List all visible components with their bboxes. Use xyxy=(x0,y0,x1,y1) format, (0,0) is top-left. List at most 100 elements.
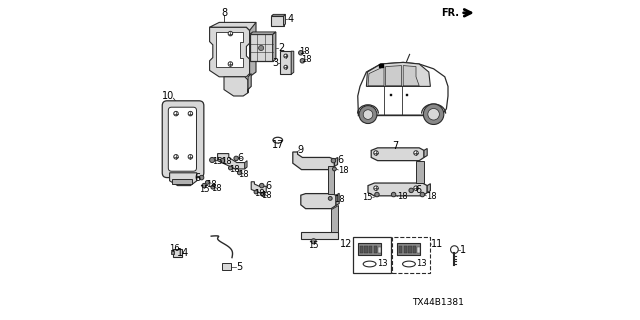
Text: 6: 6 xyxy=(195,172,201,183)
Circle shape xyxy=(374,186,378,190)
Polygon shape xyxy=(368,67,384,86)
Text: 13: 13 xyxy=(377,260,388,268)
Text: 9: 9 xyxy=(298,145,304,156)
Polygon shape xyxy=(428,184,430,193)
Bar xyxy=(378,247,381,253)
Bar xyxy=(399,246,402,253)
Circle shape xyxy=(311,239,316,244)
Bar xyxy=(380,64,383,67)
Polygon shape xyxy=(250,22,256,77)
Text: 18: 18 xyxy=(301,55,312,64)
Circle shape xyxy=(333,167,337,171)
Polygon shape xyxy=(292,152,334,170)
Polygon shape xyxy=(368,183,428,196)
Text: 18: 18 xyxy=(300,47,310,56)
Circle shape xyxy=(414,186,419,190)
Bar xyxy=(271,16,284,26)
Polygon shape xyxy=(332,205,338,232)
Circle shape xyxy=(359,106,377,124)
Circle shape xyxy=(261,193,265,196)
Text: 3: 3 xyxy=(272,58,278,68)
Bar xyxy=(417,247,420,253)
Bar xyxy=(374,246,378,253)
Text: 10: 10 xyxy=(162,91,174,101)
Circle shape xyxy=(300,59,305,63)
Text: 18: 18 xyxy=(397,192,408,201)
Polygon shape xyxy=(334,157,338,166)
Circle shape xyxy=(205,180,209,184)
Text: 18: 18 xyxy=(334,195,345,204)
Bar xyxy=(223,263,232,270)
Bar xyxy=(413,246,417,253)
Text: 6: 6 xyxy=(237,153,244,164)
Polygon shape xyxy=(358,62,448,115)
Circle shape xyxy=(237,171,241,175)
Text: TX44B1381: TX44B1381 xyxy=(412,298,465,307)
Circle shape xyxy=(260,183,264,188)
Circle shape xyxy=(202,183,206,188)
Circle shape xyxy=(374,151,378,155)
Polygon shape xyxy=(424,148,428,157)
Text: 13: 13 xyxy=(416,260,427,268)
Polygon shape xyxy=(301,232,338,239)
Circle shape xyxy=(424,104,444,124)
Polygon shape xyxy=(224,77,248,96)
FancyBboxPatch shape xyxy=(168,107,196,171)
Text: FR.: FR. xyxy=(442,8,460,18)
Polygon shape xyxy=(273,32,276,61)
Text: 18: 18 xyxy=(211,184,222,193)
Circle shape xyxy=(254,190,258,194)
Circle shape xyxy=(211,185,215,189)
Circle shape xyxy=(428,108,440,120)
Text: 18: 18 xyxy=(426,192,437,201)
Polygon shape xyxy=(328,166,334,194)
Polygon shape xyxy=(284,14,285,26)
Text: 18: 18 xyxy=(221,157,232,166)
Circle shape xyxy=(364,110,372,119)
Polygon shape xyxy=(245,161,247,169)
Polygon shape xyxy=(366,62,430,86)
Circle shape xyxy=(174,111,178,116)
Polygon shape xyxy=(385,66,402,86)
Ellipse shape xyxy=(403,261,415,267)
Text: 18: 18 xyxy=(262,191,272,200)
Text: 6: 6 xyxy=(415,185,421,195)
Text: 18: 18 xyxy=(206,180,216,188)
Bar xyxy=(172,251,174,254)
Bar xyxy=(406,94,408,96)
Text: 5: 5 xyxy=(236,262,243,272)
Text: 18: 18 xyxy=(229,165,239,174)
Polygon shape xyxy=(170,173,197,186)
Circle shape xyxy=(188,111,193,116)
Polygon shape xyxy=(371,148,424,161)
Text: 18: 18 xyxy=(238,170,248,179)
Polygon shape xyxy=(251,182,266,193)
Circle shape xyxy=(392,192,396,197)
Circle shape xyxy=(420,192,425,197)
Circle shape xyxy=(298,51,303,55)
Text: 6: 6 xyxy=(337,155,344,165)
Text: 15: 15 xyxy=(362,193,372,202)
Bar xyxy=(250,34,273,61)
Text: 2: 2 xyxy=(278,43,284,53)
Text: 14: 14 xyxy=(177,248,189,258)
Bar xyxy=(390,94,392,96)
Text: 17: 17 xyxy=(271,140,284,150)
Text: 6: 6 xyxy=(266,180,272,191)
Polygon shape xyxy=(210,27,250,77)
Circle shape xyxy=(451,246,458,253)
Text: 15: 15 xyxy=(308,241,319,250)
Bar xyxy=(360,246,363,253)
Polygon shape xyxy=(301,194,336,209)
Circle shape xyxy=(210,157,215,163)
Polygon shape xyxy=(271,14,285,16)
Polygon shape xyxy=(216,32,243,67)
Polygon shape xyxy=(336,193,339,205)
Text: 11: 11 xyxy=(431,239,444,249)
Polygon shape xyxy=(291,51,294,74)
Polygon shape xyxy=(416,161,424,183)
Ellipse shape xyxy=(364,261,376,267)
Polygon shape xyxy=(172,179,192,184)
Circle shape xyxy=(220,158,225,163)
FancyBboxPatch shape xyxy=(163,101,204,178)
